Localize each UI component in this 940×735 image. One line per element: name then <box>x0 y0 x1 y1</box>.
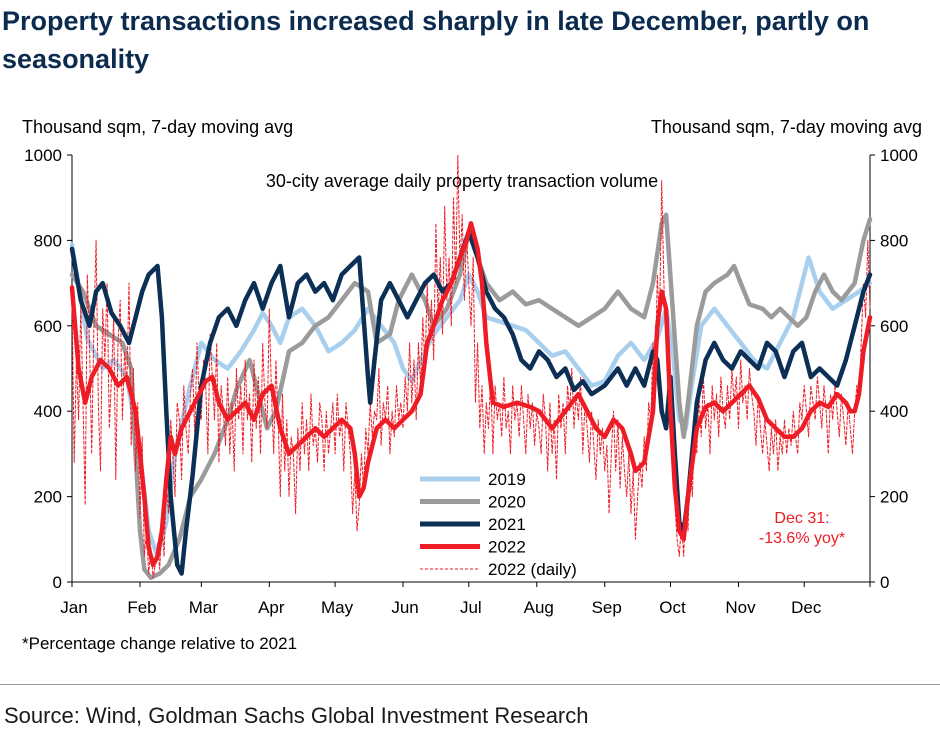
y-tick-label-right: 400 <box>880 402 908 421</box>
legend-label: 2022 <box>488 538 526 557</box>
x-tick-label: May <box>321 598 354 617</box>
y-axis-label-right: Thousand sqm, 7-day moving avg <box>651 117 922 137</box>
y-tick-label-right: 800 <box>880 231 908 250</box>
line-chart: 0 0 200 200 400 400 600 600 800 800 1000 1000 Jan Feb… <box>22 117 922 617</box>
y-tick-label-left: 600 <box>34 317 62 336</box>
y-tick-label-right: 200 <box>880 488 908 507</box>
source-note: Source: Wind, Goldman Sachs Global Inves… <box>4 703 589 728</box>
legend-label: 2022 (daily) <box>488 560 577 579</box>
chart-title: Property transactions increased sharply … <box>2 6 870 74</box>
x-tick-label: Jun <box>391 598 418 617</box>
series-line-2022-daily <box>71 154 871 579</box>
y-tick-label-right: 600 <box>880 317 908 336</box>
x-tick-label: Mar <box>189 598 219 617</box>
x-tick-label: Nov <box>725 598 756 617</box>
series-line-2019 <box>69 242 873 559</box>
legend-label: 2021 <box>488 515 526 534</box>
x-tick-label: Oct <box>659 598 686 617</box>
chart-inner-title: 30-city average daily property transacti… <box>266 171 658 191</box>
legend-label: 2020 <box>488 493 526 512</box>
y-tick-label-left: 200 <box>34 488 62 507</box>
y-tick-label-right: 1000 <box>880 146 918 165</box>
footnote: *Percentage change relative to 2021 <box>22 634 298 653</box>
x-tick-label: Sep <box>592 598 622 617</box>
divider <box>0 684 940 685</box>
legend: 2019 2020 2021 2022 2022 (daily) <box>420 470 577 579</box>
annotation-line-2: -13.6% yoy* <box>759 530 845 547</box>
x-tick-label: Apr <box>258 598 285 617</box>
y-tick-label-left: 1000 <box>24 146 62 165</box>
legend-label: 2019 <box>488 470 526 489</box>
x-tick-label: Feb <box>127 598 156 617</box>
y-axis-label-left: Thousand sqm, 7-day moving avg <box>22 117 293 137</box>
y-tick-label-left: 800 <box>34 231 62 250</box>
y-tick-label-right: 0 <box>880 573 889 592</box>
x-tick-label: Dec <box>791 598 822 617</box>
series-line-2022 <box>69 221 873 568</box>
y-tick-label-left: 0 <box>53 573 62 592</box>
x-tick-label: Jul <box>460 598 482 617</box>
x-tick-label: Jan <box>60 598 87 617</box>
annotation-line-1: Dec 31: <box>774 510 829 527</box>
y-tick-label-left: 400 <box>34 402 62 421</box>
x-tick-label: Aug <box>524 598 554 617</box>
